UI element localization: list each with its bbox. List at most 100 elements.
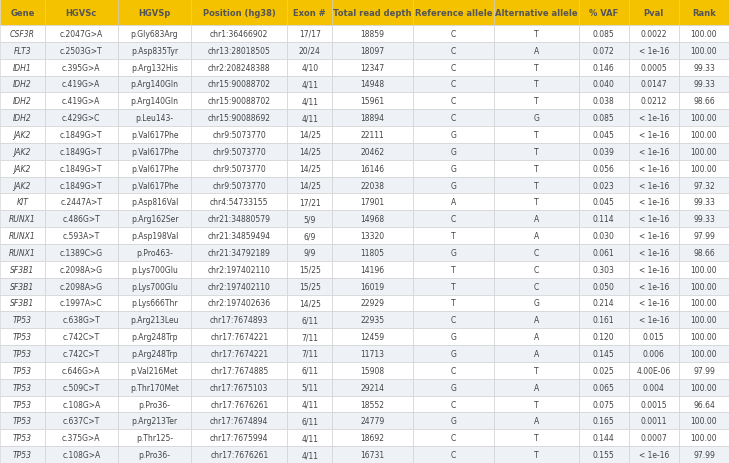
Bar	[287, 194, 332, 211]
Bar	[629, 413, 679, 429]
Bar	[494, 160, 579, 177]
Bar	[0, 144, 44, 160]
Bar	[287, 345, 332, 362]
Text: p.Arg140Gln: p.Arg140Gln	[130, 80, 179, 89]
Text: 14/25: 14/25	[299, 299, 321, 308]
Text: p.Val216Met: p.Val216Met	[130, 366, 179, 375]
Text: 0.038: 0.038	[593, 97, 615, 106]
Text: c.2098A>G: c.2098A>G	[60, 265, 103, 274]
Text: HGVSp: HGVSp	[139, 8, 171, 18]
Bar	[44, 93, 118, 110]
Text: Position (hg38): Position (hg38)	[203, 8, 276, 18]
Text: 17/21: 17/21	[299, 198, 321, 207]
Bar	[44, 345, 118, 362]
Text: p.Lys700Glu: p.Lys700Glu	[131, 265, 178, 274]
Bar	[332, 127, 413, 144]
Text: 4/11: 4/11	[301, 97, 319, 106]
Text: 97.32: 97.32	[693, 181, 715, 190]
Text: 0.056: 0.056	[593, 164, 615, 173]
Text: FLT3: FLT3	[14, 47, 31, 56]
Text: 20/24: 20/24	[299, 47, 321, 56]
Bar	[679, 329, 729, 345]
Text: < 1e-16: < 1e-16	[639, 47, 669, 56]
Text: Alternative allele: Alternative allele	[495, 8, 577, 18]
Bar	[579, 261, 629, 278]
Text: 6/11: 6/11	[301, 417, 319, 425]
Text: 0.045: 0.045	[593, 131, 615, 140]
Text: p.Val617Phe: p.Val617Phe	[130, 131, 179, 140]
Bar	[332, 329, 413, 345]
Bar	[118, 177, 191, 194]
Bar	[0, 228, 44, 244]
Text: chr17:7674893: chr17:7674893	[210, 316, 268, 325]
Bar	[118, 312, 191, 329]
Text: 7/11: 7/11	[301, 349, 319, 358]
Bar	[679, 379, 729, 396]
Bar	[679, 295, 729, 312]
Bar	[413, 60, 494, 76]
Bar	[287, 211, 332, 228]
Bar	[191, 144, 287, 160]
Text: p.Thr125-: p.Thr125-	[136, 433, 173, 442]
Text: p.Lys700Glu: p.Lys700Glu	[131, 282, 178, 291]
Bar	[118, 43, 191, 60]
Text: < 1e-16: < 1e-16	[639, 164, 669, 173]
Bar	[413, 177, 494, 194]
Bar	[44, 413, 118, 429]
Text: 4/10: 4/10	[301, 63, 319, 72]
Text: 0.0015: 0.0015	[641, 400, 667, 409]
Text: 29214: 29214	[361, 383, 385, 392]
Text: < 1e-16: < 1e-16	[639, 265, 669, 274]
Text: TP53: TP53	[13, 383, 32, 392]
Bar	[0, 127, 44, 144]
Text: 6/9: 6/9	[303, 232, 316, 241]
Text: c.108G>A: c.108G>A	[62, 450, 101, 459]
Bar	[629, 379, 679, 396]
Bar	[44, 278, 118, 295]
Text: p.Val617Phe: p.Val617Phe	[130, 164, 179, 173]
Text: C: C	[451, 433, 456, 442]
Text: 9/9: 9/9	[303, 248, 316, 257]
Text: c.395G>A: c.395G>A	[62, 63, 101, 72]
Bar	[413, 312, 494, 329]
Text: C: C	[534, 265, 539, 274]
Bar	[44, 26, 118, 43]
Text: RUNX1: RUNX1	[9, 232, 36, 241]
Bar	[118, 295, 191, 312]
Bar	[0, 345, 44, 362]
Text: JAK2: JAK2	[14, 181, 31, 190]
Text: 0.061: 0.061	[593, 248, 615, 257]
Bar	[629, 194, 679, 211]
Bar	[679, 446, 729, 463]
Bar	[0, 295, 44, 312]
Text: A: A	[534, 349, 539, 358]
Text: c.1849G>T: c.1849G>T	[60, 164, 103, 173]
Bar	[679, 312, 729, 329]
Text: < 1e-16: < 1e-16	[639, 114, 669, 123]
Bar	[629, 110, 679, 127]
Bar	[679, 396, 729, 413]
Text: T: T	[534, 63, 539, 72]
Bar	[494, 26, 579, 43]
Text: 15/25: 15/25	[299, 265, 321, 274]
Bar	[579, 379, 629, 396]
Text: T: T	[451, 282, 456, 291]
Bar	[287, 362, 332, 379]
Bar	[579, 278, 629, 295]
Text: 11713: 11713	[361, 349, 385, 358]
Bar	[118, 278, 191, 295]
Bar	[0, 429, 44, 446]
Text: c.1849G>T: c.1849G>T	[60, 148, 103, 156]
Text: < 1e-16: < 1e-16	[639, 299, 669, 308]
Bar	[332, 379, 413, 396]
Text: 14/25: 14/25	[299, 131, 321, 140]
Text: 0.303: 0.303	[593, 265, 615, 274]
Bar	[191, 413, 287, 429]
Text: c.638G>T: c.638G>T	[63, 316, 100, 325]
Bar	[44, 396, 118, 413]
Text: T: T	[534, 450, 539, 459]
Bar	[287, 244, 332, 261]
Text: 4/11: 4/11	[301, 433, 319, 442]
Text: KIT: KIT	[17, 198, 28, 207]
Text: TP53: TP53	[13, 349, 32, 358]
